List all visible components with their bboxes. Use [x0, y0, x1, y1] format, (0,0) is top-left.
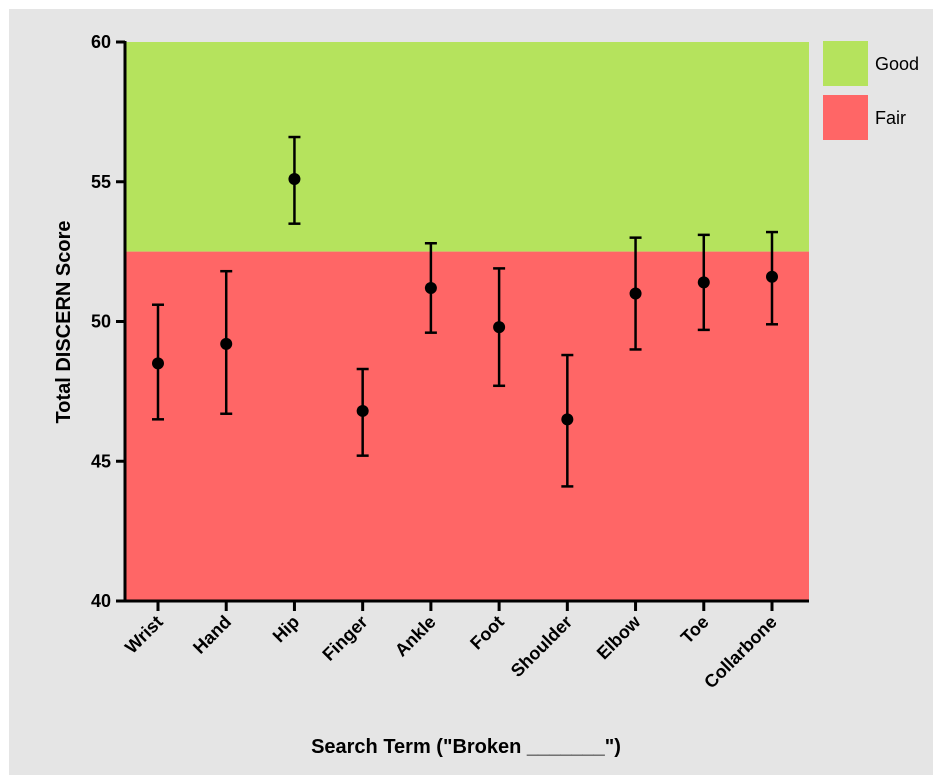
x-tick-label-toe: Toe [677, 612, 713, 648]
data-points [152, 172, 778, 426]
x-tick-label-ankle: Ankle [391, 612, 440, 661]
x-tick-label-foot: Foot [466, 612, 508, 654]
point-collarbone [766, 270, 778, 283]
band-good [125, 42, 809, 252]
x-tick-label-wrist: Wrist [121, 612, 167, 658]
point-shoulder [561, 413, 574, 426]
y-tick-label: 40 [91, 591, 111, 611]
point-finger [356, 404, 369, 417]
band-fair [125, 251, 809, 601]
point-ankle [424, 281, 437, 294]
legend-swatch-fair [823, 95, 868, 140]
x-tick-label-hand: Hand [189, 612, 235, 658]
y-tick-label: 55 [91, 172, 111, 192]
legend-label-good: Good [875, 54, 919, 74]
point-elbow [629, 287, 642, 300]
y-tick-label: 45 [91, 451, 111, 471]
y-ticks: 40 45 50 55 60 [91, 32, 125, 611]
legend-swatch-good [823, 41, 868, 86]
point-hand [220, 337, 233, 350]
legend-label-fair: Fair [875, 108, 906, 128]
x-tick-label-hip: Hip [269, 612, 304, 647]
point-toe [697, 276, 710, 289]
point-hip [288, 172, 301, 185]
point-wrist [152, 357, 164, 370]
y-axis-title: Total DISCERN Score [53, 221, 75, 424]
y-tick-label: 50 [91, 312, 111, 332]
x-tick-label-shoulder: Shoulder [507, 612, 576, 681]
y-tick-label: 60 [91, 32, 111, 52]
point-foot [493, 321, 506, 334]
legend: Good Fair [823, 41, 919, 140]
x-tick-label-finger: Finger [318, 612, 371, 665]
x-axis-title: Search Term ("Broken _______") [311, 736, 621, 758]
error-bars [152, 135, 778, 488]
score-bands [125, 42, 809, 601]
x-tick-label-elbow: Elbow [593, 611, 645, 663]
x-tick-label-collarbone: Collarbone [700, 612, 781, 693]
